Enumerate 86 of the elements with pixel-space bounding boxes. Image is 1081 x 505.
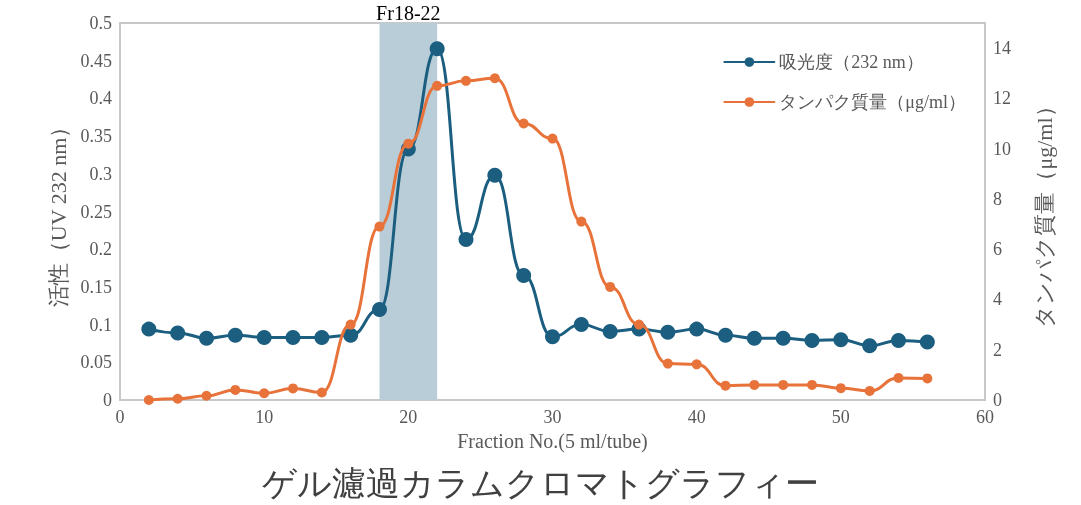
y-tick-label: 0.45 (80, 50, 112, 71)
point (343, 327, 359, 343)
x-axis-title: Fraction No.(5 ml/tube) (457, 429, 648, 453)
point (573, 317, 589, 333)
point (893, 372, 904, 383)
y2-tick-label: 4 (993, 289, 1002, 310)
point (775, 330, 791, 346)
point (864, 385, 875, 396)
y-tick-label: 0.15 (80, 276, 112, 297)
text: ゲル濾過カラムクロマトグラフィー (262, 464, 819, 502)
point (172, 393, 183, 404)
point (403, 138, 414, 149)
point (141, 321, 157, 337)
point (230, 384, 241, 395)
y2-tick-label: 6 (993, 239, 1002, 260)
point (372, 302, 387, 318)
point (314, 329, 330, 345)
y-tick-label: 0.4 (89, 88, 112, 109)
point (922, 373, 933, 384)
point (835, 383, 846, 394)
y-tick-label: 0.5 (89, 13, 112, 33)
point (199, 330, 214, 346)
x-tick-label: 40 (687, 407, 706, 427)
y2-axis-title: タンパク質量（μg/ml） (1031, 95, 1057, 328)
x-tick-label: 50 (831, 407, 850, 427)
point (660, 324, 676, 340)
x-tick-label: 0 (115, 407, 125, 427)
y2-tick-label: 12 (993, 88, 1011, 109)
point (602, 323, 618, 339)
point (718, 327, 733, 343)
y-tick-label: 0.35 (80, 126, 112, 147)
point (746, 330, 762, 346)
point (516, 268, 532, 284)
point (662, 358, 673, 369)
point (170, 325, 186, 341)
point (201, 390, 212, 401)
point (862, 338, 878, 354)
point (374, 221, 385, 232)
point (316, 387, 327, 398)
band-label: Fr18-22 (376, 2, 441, 24)
x-tick-label: 30 (543, 407, 562, 427)
y-tick-label: 0.25 (80, 201, 112, 222)
point (345, 319, 356, 330)
point (804, 332, 820, 348)
y2-tick-label: 10 (993, 138, 1011, 159)
point (143, 395, 154, 405)
point (545, 329, 560, 345)
point (547, 133, 558, 144)
point (749, 379, 760, 390)
point (256, 329, 272, 345)
y-tick-label: 0.05 (80, 352, 112, 373)
point (429, 41, 445, 57)
y2-tick-label: 2 (993, 339, 1002, 360)
point (720, 380, 731, 391)
point (919, 334, 935, 350)
point (259, 388, 270, 399)
point (227, 327, 243, 343)
y-axis-title: 活性（UV 232 nm） (46, 115, 72, 308)
y2-tick-label: 0 (993, 390, 1002, 410)
y-tick-label: 0.3 (89, 163, 112, 184)
point (778, 379, 789, 390)
point (461, 75, 471, 86)
point (285, 329, 301, 345)
legend-label: タンパク質量（μg/ml） (779, 92, 966, 112)
y2-tick-label: 14 (993, 38, 1011, 59)
x-tick-label: 20 (399, 407, 418, 427)
point (576, 216, 587, 227)
y-tick-label: 0.2 (89, 239, 112, 260)
y-tick-label: 0.1 (89, 314, 112, 335)
point (691, 359, 702, 370)
point (487, 167, 503, 183)
point (833, 332, 849, 348)
point (518, 118, 529, 129)
point (288, 383, 298, 394)
y-tick-label: 0 (103, 390, 112, 410)
point (432, 80, 443, 91)
point (807, 379, 817, 390)
point (458, 231, 474, 247)
point (489, 73, 500, 84)
legend-label: 吸光度（232 nm） (779, 52, 924, 72)
point (605, 281, 616, 292)
point (689, 321, 705, 337)
point (891, 332, 906, 348)
x-tick-label: 10 (255, 407, 274, 427)
x-tick-label: 60 (976, 407, 994, 427)
y2-tick-label: 8 (993, 188, 1002, 209)
